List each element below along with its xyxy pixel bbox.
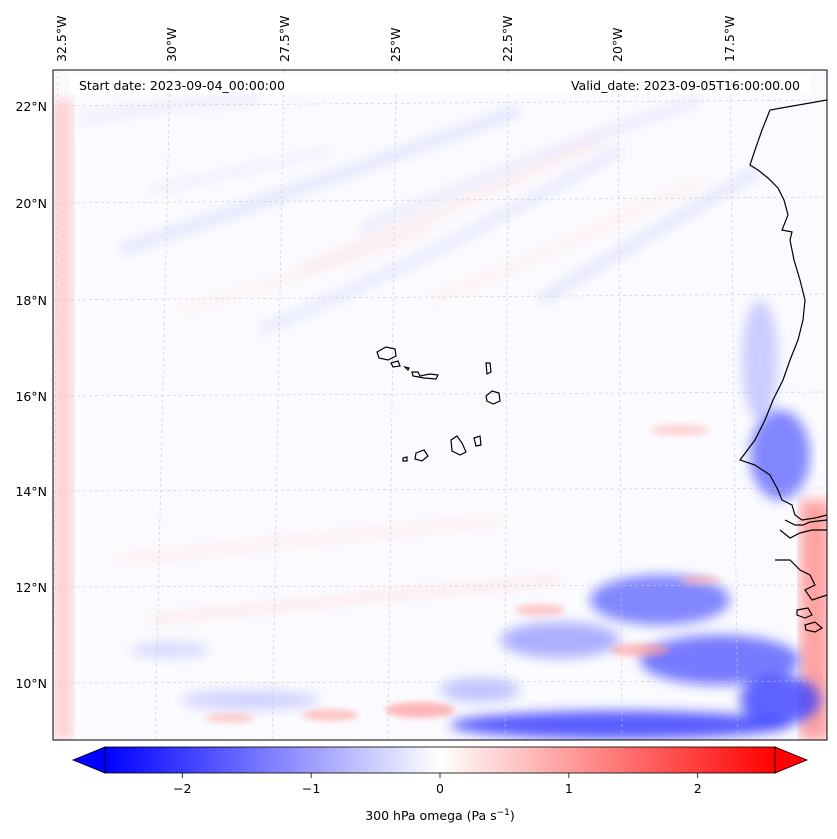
lat-label-14n: 14°N — [15, 484, 47, 499]
omega-field — [53, 95, 827, 740]
colorbar-tick-label: 0 — [436, 781, 444, 796]
lat-label-16n: 16°N — [15, 389, 47, 404]
colorbar-tick-label: −1 — [302, 781, 320, 796]
lon-label-25w: 25°W — [388, 27, 403, 62]
island-boa-vista — [485, 390, 501, 405]
colorbar-tick-label: 1 — [565, 781, 573, 796]
island-sal — [485, 362, 492, 375]
lat-label-18n: 18°N — [15, 293, 47, 308]
lon-label-20w: 20°W — [610, 27, 625, 62]
lon-label-32.5w: 32.5°W — [54, 16, 69, 62]
lon-label-30w: 30°W — [164, 27, 179, 62]
island-brava — [402, 456, 408, 462]
colorbar-gradient — [104, 746, 776, 774]
colorbar-extend-max — [774, 746, 809, 774]
valid-date-label: Valid_date: 2023-09-05T16:00:00.00 — [571, 78, 800, 93]
lon-label-22.5w: 22.5°W — [500, 16, 515, 62]
colorbar-extend-min — [71, 746, 106, 774]
start-date-label: Start date: 2023-09-04_00:00:00 — [79, 78, 285, 93]
lat-label-20n: 20°N — [15, 196, 47, 211]
colorbar-tick-label: −2 — [173, 781, 191, 796]
latitude-labels: 22°N 20°N 18°N 16°N 14°N 12°N 10°N — [15, 99, 47, 691]
island-santo-antao — [376, 346, 397, 361]
island-sao-nicolau — [411, 371, 439, 380]
colorbar-tick-label: 2 — [694, 781, 702, 796]
lat-label-10n: 10°N — [15, 676, 47, 691]
colorbar: −2 −1 0 1 2 300 hPa omega (Pa s−1) — [71, 746, 809, 823]
colorbar-ticks: −2 −1 0 1 2 — [173, 773, 702, 796]
colorbar-label: 300 hPa omega (Pa s−1) — [365, 808, 515, 823]
island-sao-vicente — [390, 360, 401, 368]
lon-label-27.5w: 27.5°W — [277, 16, 292, 62]
map-frame — [52, 69, 828, 741]
island-fogo — [414, 449, 429, 462]
island-santiago — [450, 435, 467, 456]
map-panel: Start date: 2023-09-04_00:00:00 Valid_da… — [52, 69, 828, 741]
longitude-labels: 32.5°W 30°W 27.5°W 25°W 22.5°W 20°W 17.5… — [54, 16, 737, 62]
lon-label-17.5w: 17.5°W — [722, 16, 737, 62]
lat-label-22n: 22°N — [15, 99, 47, 114]
island-maio — [473, 435, 482, 447]
cabo-verde-islands — [376, 346, 501, 462]
island-santa-luzia — [403, 365, 410, 372]
lat-label-12n: 12°N — [15, 580, 47, 595]
graticule — [53, 70, 827, 740]
west-africa-coastline — [739, 99, 828, 633]
header-strip — [70, 74, 810, 94]
